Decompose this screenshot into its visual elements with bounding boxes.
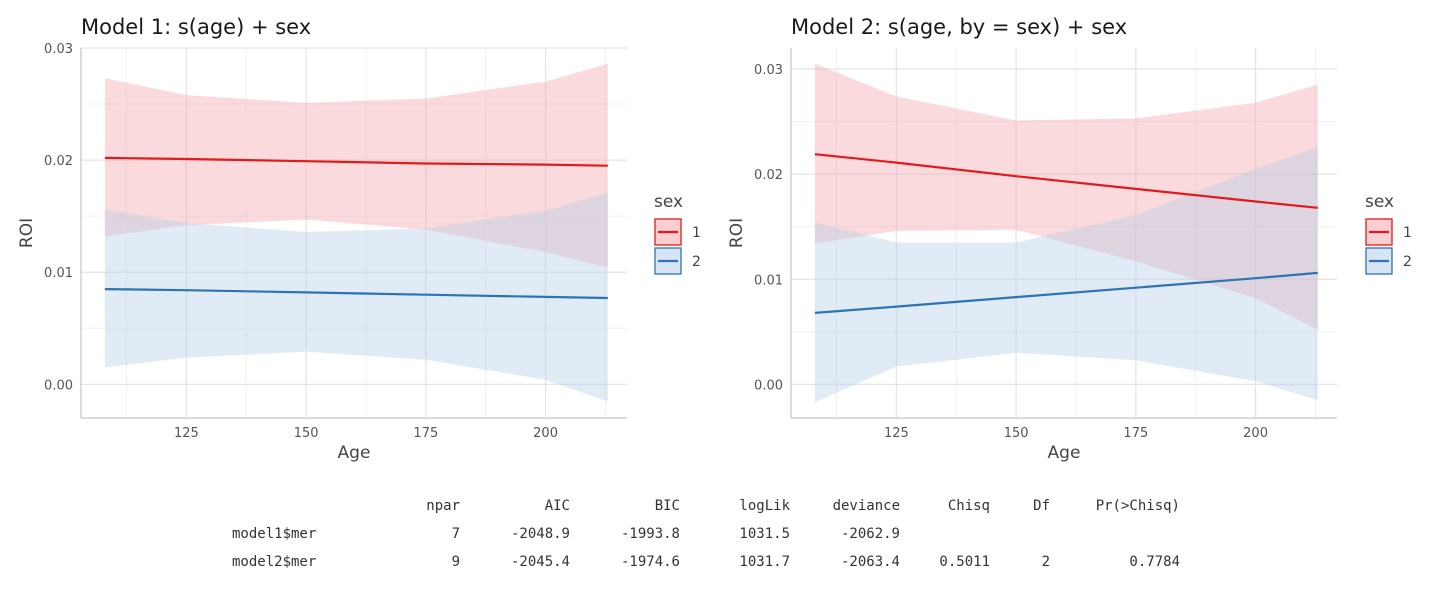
x-tick-label: 200 [533, 426, 558, 441]
confidence-band-sex-1 [104, 63, 608, 268]
confidence-band-sex-2 [104, 192, 608, 402]
legend-label-sex-2: 2 [1403, 254, 1412, 270]
anova-row-model2: model2$mer 9 -2045.4 -1974.6 1031.7 -206… [232, 548, 1180, 576]
y-tick-label: 0.03 [44, 42, 73, 57]
anova-cell-rowname: model1$mer [232, 526, 317, 542]
chart-title: Model 1: s(age) + sex [81, 15, 311, 39]
anova-table: npar AIC BIC logLik deviance Chisq Df Pr… [232, 492, 1180, 576]
x-tick-label: 175 [1123, 426, 1148, 441]
y-tick-label: 0.01 [754, 273, 783, 288]
x-axis-title: Age [338, 443, 371, 463]
chart-area: 125 150 175 200 0.00 0.01 0.02 0.03 Model 1: s(a… [17, 15, 1412, 463]
anova-header-deviance: deviance [832, 498, 900, 514]
y-axis-title: ROI [727, 218, 747, 248]
confidence-band-sex-1 [814, 63, 1318, 330]
fit-line-sex-1 [814, 153, 1318, 209]
x-tick-label: 150 [294, 426, 319, 441]
fit-line-sex-1 [104, 156, 608, 167]
chart-panel-1: 125 150 175 200 0.00 0.01 0.02 0.03 Model 1: s(a… [17, 15, 701, 463]
anova-cell-aic: -2045.4 [510, 554, 570, 570]
anova-header-pvalue: Pr(>Chisq) [1095, 498, 1180, 514]
anova-cell-bic: -1974.6 [620, 554, 680, 570]
legend-label-sex-2: 2 [692, 254, 701, 270]
legend-label-sex-1: 1 [1403, 225, 1412, 241]
anova-cell-pvalue [1050, 520, 1180, 548]
y-tick-label: 0.00 [754, 378, 783, 393]
anova-cell-loglik: 1031.7 [739, 554, 790, 570]
legend-title: sex [654, 192, 683, 212]
anova-cell-df [990, 520, 1050, 548]
anova-header-corner [232, 492, 392, 520]
anova-header-df: Df [1033, 498, 1050, 514]
anova-cell-rowname: model2$mer [232, 554, 317, 570]
y-tick-label: 0.02 [754, 168, 783, 183]
anova-header-loglik: logLik [739, 498, 790, 514]
x-tick-label: 200 [1243, 426, 1268, 441]
anova-header-chisq: Chisq [947, 498, 990, 514]
legend-title: sex [1365, 192, 1394, 212]
anova-cell-deviance: -2063.4 [840, 554, 900, 570]
x-axis-title: Age [1048, 443, 1081, 463]
x-tick-label: 175 [413, 426, 438, 441]
fit-line-sex-2 [104, 288, 608, 300]
legend: sex 1 2 [1365, 192, 1412, 275]
legend-label-sex-1: 1 [692, 225, 701, 241]
chart-title: Model 2: s(age, by = sex) + sex [791, 15, 1127, 39]
anova-header-npar: npar [426, 498, 460, 514]
y-tick-label: 0.00 [44, 378, 73, 393]
y-tick-label: 0.03 [754, 63, 783, 78]
x-tick-label: 125 [884, 426, 909, 441]
x-tick-label: 150 [1004, 426, 1029, 441]
anova-cell-npar: 9 [451, 554, 460, 570]
anova-cell-df: 2 [1041, 554, 1050, 570]
anova-cell-deviance: -2062.9 [840, 526, 900, 542]
y-tick-label: 0.01 [44, 266, 73, 281]
anova-cell-aic: -2048.9 [510, 526, 570, 542]
x-tick-label: 125 [174, 426, 199, 441]
anova-cell-chisq: 0.5011 [939, 554, 990, 570]
fit-line-sex-2 [814, 271, 1318, 314]
chart-panel-2: 125 150 175 200 0.00 0.01 0.02 0.03 Model 2: s(a… [727, 15, 1412, 463]
anova-cell-loglik: 1031.5 [739, 526, 790, 542]
anova-header-bic: BIC [654, 498, 680, 514]
legend: sex 1 2 [654, 192, 701, 275]
anova-cell-pvalue: 0.7784 [1129, 554, 1180, 570]
y-axis-title: ROI [17, 218, 37, 248]
confidence-band-sex-2 [814, 146, 1318, 403]
anova-header-row: npar AIC BIC logLik deviance Chisq Df Pr… [232, 492, 1180, 520]
anova-header-aic: AIC [544, 498, 570, 514]
anova-cell-chisq [900, 520, 990, 548]
anova-cell-bic: -1993.8 [620, 526, 680, 542]
y-tick-label: 0.02 [44, 154, 73, 169]
anova-cell-npar: 7 [451, 526, 460, 542]
anova-row-model1: model1$mer 7 -2048.9 -1993.8 1031.5 -206… [232, 520, 1180, 548]
